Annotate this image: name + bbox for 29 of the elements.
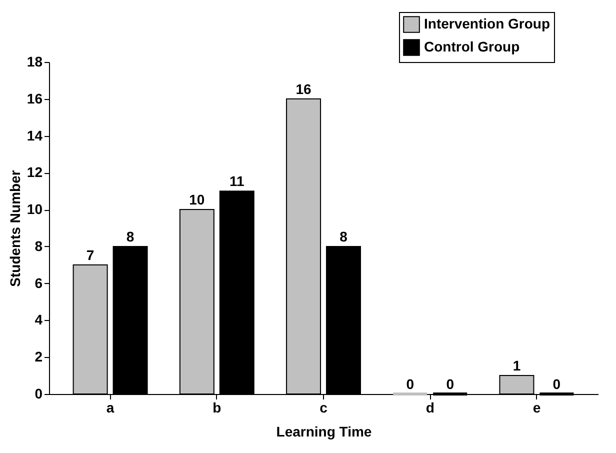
x-tick-label: a [106, 400, 114, 416]
data-label: 10 [189, 192, 205, 208]
y-tick-label: 4 [34, 312, 43, 328]
x-tick-label: c [320, 400, 328, 416]
data-label: 8 [340, 228, 348, 244]
y-tick-label: 6 [34, 274, 43, 291]
y-tick-label: 2 [34, 348, 43, 365]
y-tick-label: 16 [26, 90, 43, 106]
x-tick-label: d [426, 400, 434, 416]
data-label: 0 [406, 376, 414, 392]
y-tick-label: 0 [34, 386, 43, 402]
x-tick-label: b [212, 400, 222, 416]
data-label: 0 [446, 376, 454, 392]
data-label: 0 [552, 376, 561, 392]
legend-label: Control Group [424, 38, 520, 54]
data-label: 8 [126, 228, 134, 244]
y-tick-label: 10 [26, 201, 43, 218]
y-tick-label: 8 [34, 238, 43, 254]
y-tick-label: 14 [26, 127, 43, 144]
data-label: 16 [296, 80, 312, 97]
y-axis-title: Students Number [6, 170, 23, 287]
data-label: 1 [512, 358, 521, 374]
y-tick-label: 18 [26, 54, 43, 70]
legend-label: Intervention Group [424, 16, 550, 32]
data-label: 7 [86, 246, 94, 263]
y-tick-label: 12 [26, 164, 43, 180]
data-label: 11 [229, 173, 244, 190]
x-axis-title: Learning Time [276, 424, 372, 440]
x-tick-label: e [532, 400, 541, 416]
